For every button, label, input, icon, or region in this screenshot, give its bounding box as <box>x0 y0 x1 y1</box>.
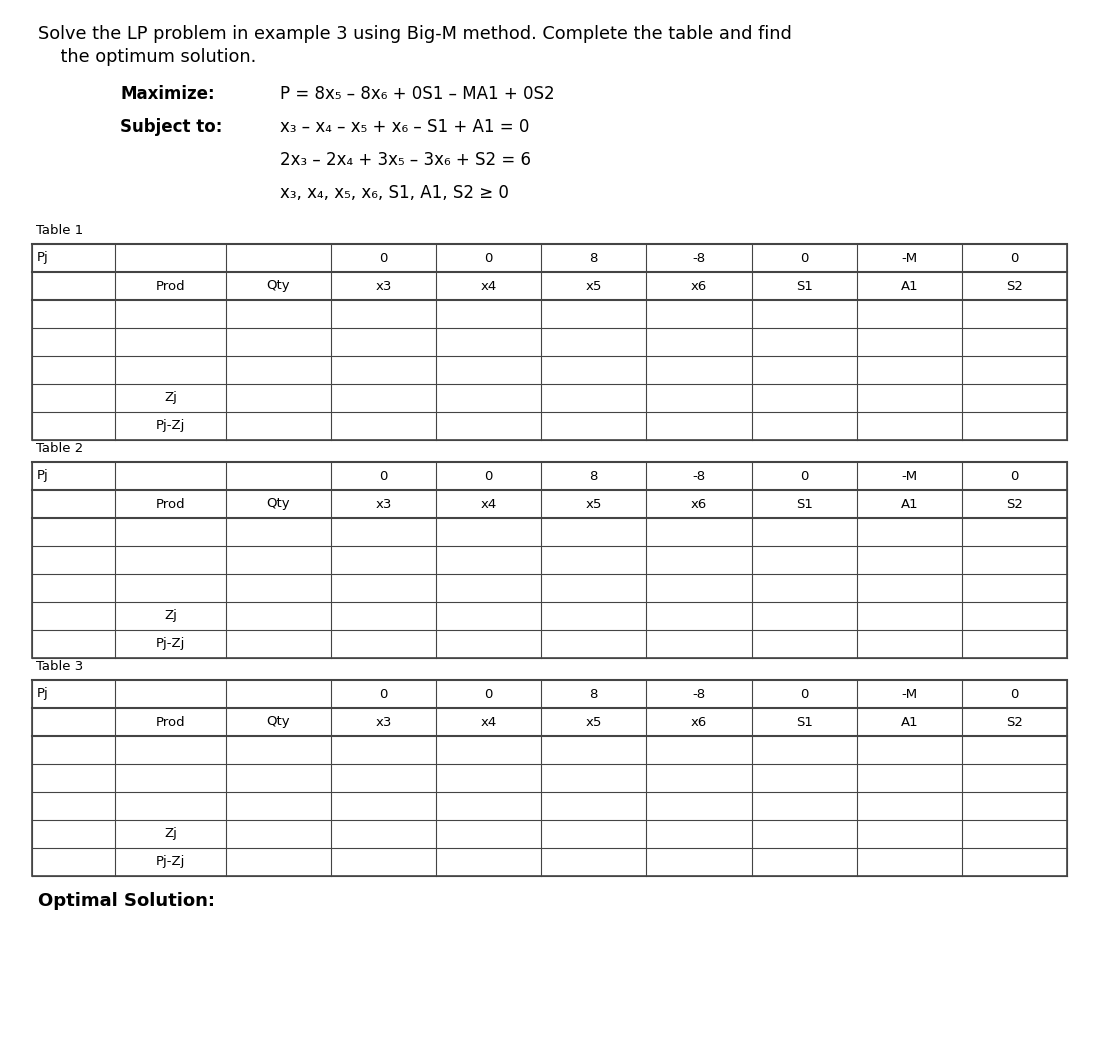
Text: Zj: Zj <box>164 828 177 840</box>
Text: S2: S2 <box>1006 280 1023 292</box>
Text: Subject to:: Subject to: <box>120 118 222 136</box>
Text: A1: A1 <box>900 497 918 511</box>
Bar <box>32 244 1067 440</box>
Text: x6: x6 <box>691 280 707 292</box>
Text: x6: x6 <box>691 716 707 728</box>
Text: x5: x5 <box>586 716 602 728</box>
Text: 0: 0 <box>379 252 388 264</box>
Text: x5: x5 <box>586 497 602 511</box>
Text: Zj: Zj <box>164 609 177 623</box>
Text: Qty: Qty <box>266 497 290 511</box>
Text: S1: S1 <box>796 497 812 511</box>
Text: Table 3: Table 3 <box>36 660 84 673</box>
Text: Qty: Qty <box>266 280 290 292</box>
Text: Pj-Zj: Pj-Zj <box>156 856 185 868</box>
Text: Solve the LP problem in example 3 using Big-M method. Complete the table and fin: Solve the LP problem in example 3 using … <box>38 25 792 43</box>
Text: x4: x4 <box>480 280 497 292</box>
Text: x3: x3 <box>375 716 391 728</box>
Text: Pj-Zj: Pj-Zj <box>156 419 185 433</box>
Text: 0: 0 <box>485 469 492 483</box>
Text: 0: 0 <box>379 687 388 701</box>
Text: Pj-Zj: Pj-Zj <box>156 638 185 650</box>
Text: x6: x6 <box>691 497 707 511</box>
Text: -8: -8 <box>692 469 706 483</box>
Text: P = 8x₅ – 8x₆ + 0S1 – MA1 + 0S2: P = 8x₅ – 8x₆ + 0S1 – MA1 + 0S2 <box>280 85 555 103</box>
Text: x4: x4 <box>480 716 497 728</box>
Text: 0: 0 <box>800 469 808 483</box>
Text: x5: x5 <box>586 280 602 292</box>
Text: 0: 0 <box>379 469 388 483</box>
Text: 0: 0 <box>1010 687 1019 701</box>
Text: Table 2: Table 2 <box>36 442 84 456</box>
Text: -8: -8 <box>692 687 706 701</box>
Text: S1: S1 <box>796 280 812 292</box>
Text: 0: 0 <box>800 687 808 701</box>
Text: Prod: Prod <box>156 716 185 728</box>
Bar <box>32 680 1067 876</box>
Text: -M: -M <box>901 252 918 264</box>
Text: 2x₃ – 2x₄ + 3x₅ – 3x₆ + S2 = 6: 2x₃ – 2x₄ + 3x₅ – 3x₆ + S2 = 6 <box>280 151 531 168</box>
Text: Qty: Qty <box>266 716 290 728</box>
Text: 0: 0 <box>800 252 808 264</box>
Text: x3: x3 <box>375 280 391 292</box>
Text: Pj: Pj <box>37 469 48 483</box>
Text: A1: A1 <box>900 716 918 728</box>
Text: S1: S1 <box>796 716 812 728</box>
Text: Zj: Zj <box>164 391 177 405</box>
Text: 0: 0 <box>1010 252 1019 264</box>
Text: Prod: Prod <box>156 497 185 511</box>
Text: x₃, x₄, x₅, x₆, S1, A1, S2 ≥ 0: x₃, x₄, x₅, x₆, S1, A1, S2 ≥ 0 <box>280 184 509 202</box>
Text: the optimum solution.: the optimum solution. <box>38 48 256 66</box>
Text: A1: A1 <box>900 280 918 292</box>
Text: x4: x4 <box>480 497 497 511</box>
Text: 8: 8 <box>589 687 598 701</box>
Text: Prod: Prod <box>156 280 185 292</box>
Text: 8: 8 <box>589 469 598 483</box>
Text: -M: -M <box>901 687 918 701</box>
Text: S2: S2 <box>1006 497 1023 511</box>
Text: x3: x3 <box>375 497 391 511</box>
Bar <box>32 462 1067 658</box>
Text: 0: 0 <box>485 252 492 264</box>
Text: 0: 0 <box>1010 469 1019 483</box>
Text: S2: S2 <box>1006 716 1023 728</box>
Text: Maximize:: Maximize: <box>120 85 214 103</box>
Text: -M: -M <box>901 469 918 483</box>
Text: Pj: Pj <box>37 252 48 264</box>
Text: Optimal Solution:: Optimal Solution: <box>38 892 215 910</box>
Text: Table 1: Table 1 <box>36 224 84 237</box>
Text: 8: 8 <box>589 252 598 264</box>
Text: 0: 0 <box>485 687 492 701</box>
Text: Pj: Pj <box>37 687 48 701</box>
Text: -8: -8 <box>692 252 706 264</box>
Text: x₃ – x₄ – x₅ + x₆ – S1 + A1 = 0: x₃ – x₄ – x₅ + x₆ – S1 + A1 = 0 <box>280 118 530 136</box>
